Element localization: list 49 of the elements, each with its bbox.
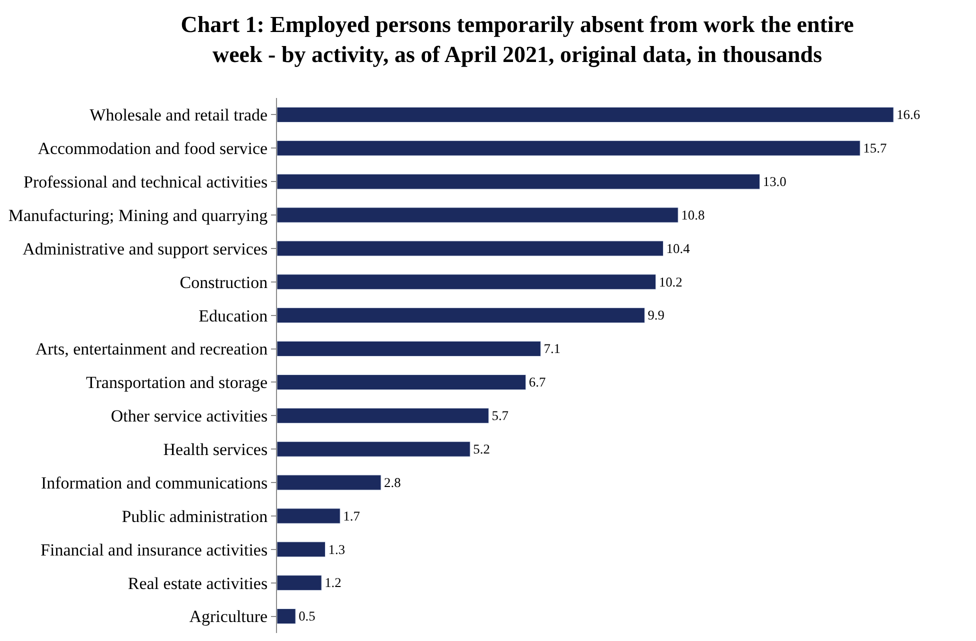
y-tick-label: Construction — [180, 272, 268, 292]
y-tick-label: Other service activities — [110, 406, 268, 426]
data-label: 10.4 — [666, 240, 690, 256]
y-tick-label: Manufacturing; Mining and quarrying — [8, 206, 268, 225]
data-label: 5.7 — [492, 408, 509, 424]
y-tick-label: Professional and technical activities — [24, 172, 268, 192]
data-label: 1.3 — [328, 542, 346, 557]
y-tick-label: Information and communications — [40, 473, 268, 492]
data-label: 10.2 — [658, 274, 682, 290]
y-tick-label: Arts, entertainment and recreation — [35, 340, 268, 359]
data-label: 15.7 — [863, 140, 887, 156]
bar — [277, 408, 489, 424]
data-label: 5.2 — [473, 441, 490, 456]
y-tick-label: Transportation and storage — [86, 373, 268, 392]
bar — [277, 140, 860, 156]
bar — [277, 441, 470, 457]
y-tick-label: Public administration — [122, 506, 268, 526]
data-label: 2.8 — [384, 474, 402, 490]
bar — [277, 341, 541, 357]
y-tick-label: Real estate activities — [128, 574, 268, 593]
data-label: 1.2 — [324, 575, 342, 590]
y-tick-label: Financial and insurance activities — [40, 540, 268, 560]
data-label: 10.8 — [681, 207, 705, 222]
data-label: 7.1 — [544, 341, 561, 356]
bar — [277, 608, 296, 624]
y-tick-label: Administrative and support services — [22, 239, 268, 258]
bar — [277, 508, 340, 524]
bar — [277, 374, 526, 390]
data-label: 1.7 — [343, 508, 360, 524]
bar — [277, 474, 382, 490]
y-tick-label: Agriculture — [189, 607, 268, 626]
data-label: 9.9 — [648, 308, 665, 323]
y-tick-label: Education — [198, 306, 268, 326]
bar — [277, 308, 645, 324]
bar — [277, 575, 322, 591]
bar — [277, 207, 678, 223]
y-tick-label: Wholesale and retail trade — [90, 106, 268, 125]
bar — [277, 174, 760, 190]
data-label: 16.6 — [896, 107, 920, 122]
y-tick-label: Health services — [163, 440, 268, 460]
y-tick-label: Accommodation and food service — [38, 139, 268, 158]
bar — [277, 274, 656, 290]
data-label: 0.5 — [298, 608, 316, 624]
bar — [277, 106, 894, 122]
bar — [277, 240, 664, 256]
bar — [277, 542, 326, 558]
data-label: 13.0 — [762, 174, 787, 189]
data-label: 6.7 — [528, 374, 546, 390]
chart-title: Chart 1: Employed persons temporarily absent from work the entire week - by activity, as of April 2021, original data, in thousands — [180, 12, 854, 68]
